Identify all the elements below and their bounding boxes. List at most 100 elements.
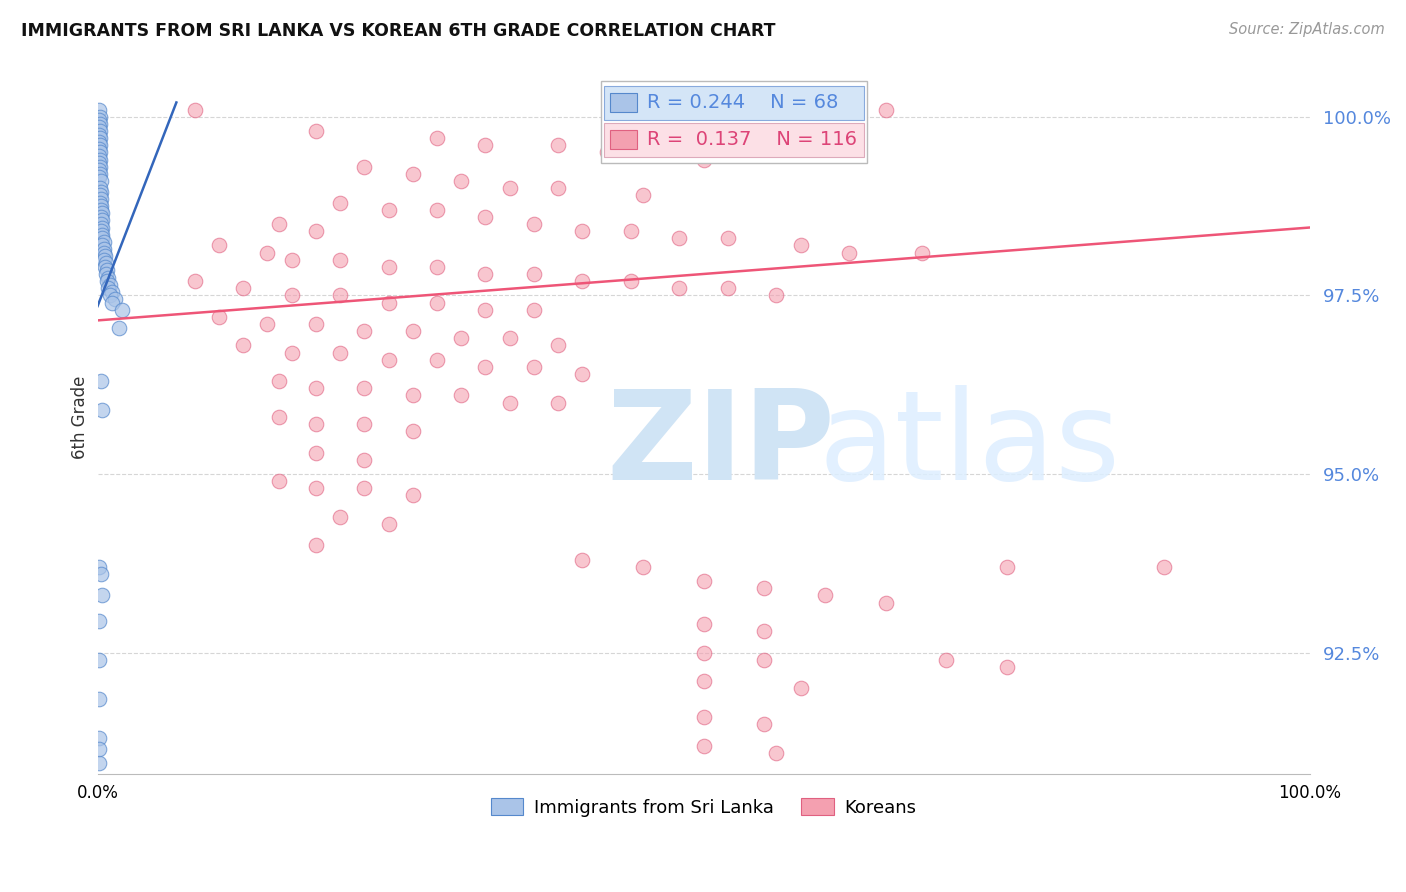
Point [305, 445, 328, 459]
Point [571, 553, 593, 567]
Point [838, 245, 860, 260]
Point [103, 292, 125, 306]
Point [97, 281, 120, 295]
Point [631, 188, 654, 202]
Point [91, 206, 114, 220]
Point [90, 217, 112, 231]
Point [329, 195, 352, 210]
Point [523, 359, 546, 374]
Point [402, 488, 425, 502]
Point [89, 167, 111, 181]
Point [426, 295, 449, 310]
Point [89, 188, 111, 202]
Point [87, 103, 110, 117]
Point [717, 281, 740, 295]
Point [474, 210, 496, 224]
Point [353, 381, 375, 395]
Point [875, 103, 897, 117]
Point [87, 156, 110, 170]
Point [353, 324, 375, 338]
Point [90, 224, 112, 238]
Point [183, 103, 205, 117]
Point [450, 331, 472, 345]
Point [208, 310, 231, 324]
Point [89, 131, 111, 145]
Point [1153, 560, 1175, 574]
Point [305, 417, 328, 431]
Point [256, 245, 278, 260]
Point [353, 160, 375, 174]
Text: R = 0.244    N = 68: R = 0.244 N = 68 [647, 93, 838, 112]
Point [91, 402, 114, 417]
Point [620, 224, 643, 238]
Point [87, 142, 110, 156]
Point [87, 756, 110, 771]
Point [377, 352, 399, 367]
Point [329, 509, 352, 524]
Point [523, 217, 546, 231]
Point [305, 124, 328, 138]
Point [765, 288, 787, 302]
Point [814, 589, 837, 603]
Point [108, 320, 131, 334]
Point [91, 213, 114, 227]
Point [269, 374, 291, 388]
Legend: Immigrants from Sri Lanka, Koreans: Immigrants from Sri Lanka, Koreans [482, 789, 925, 826]
Point [620, 274, 643, 288]
Point [111, 302, 134, 317]
Point [692, 574, 714, 589]
Point [377, 295, 399, 310]
Point [754, 653, 776, 667]
Point [280, 252, 302, 267]
Point [692, 646, 714, 660]
Point [353, 452, 375, 467]
Point [94, 249, 117, 263]
Point [256, 317, 278, 331]
Point [474, 138, 496, 153]
Point [90, 185, 112, 199]
Point [87, 692, 110, 706]
FancyBboxPatch shape [600, 81, 868, 163]
Point [93, 252, 115, 267]
Point [426, 352, 449, 367]
Point [547, 138, 569, 153]
Point [547, 338, 569, 352]
Point [87, 170, 110, 185]
Point [692, 739, 714, 753]
Point [499, 331, 522, 345]
Point [668, 281, 690, 295]
Point [692, 153, 714, 167]
Y-axis label: 6th Grade: 6th Grade [72, 376, 89, 458]
Point [402, 324, 425, 338]
Point [499, 181, 522, 195]
Point [280, 288, 302, 302]
Point [995, 560, 1018, 574]
Point [353, 481, 375, 495]
Point [90, 202, 112, 217]
Point [426, 131, 449, 145]
Point [90, 374, 112, 388]
Point [94, 260, 117, 274]
Point [789, 681, 811, 696]
Point [631, 560, 654, 574]
Point [91, 227, 114, 242]
Point [89, 110, 111, 124]
Point [377, 260, 399, 274]
Point [329, 252, 352, 267]
Point [98, 288, 121, 302]
Point [329, 345, 352, 359]
Point [523, 302, 546, 317]
FancyBboxPatch shape [605, 123, 863, 158]
Point [89, 117, 111, 131]
Point [935, 653, 957, 667]
Point [94, 256, 117, 270]
Point [377, 516, 399, 531]
Point [94, 267, 117, 281]
Point [87, 128, 110, 142]
Point [89, 195, 111, 210]
Point [280, 345, 302, 359]
Point [91, 238, 114, 252]
Point [329, 288, 352, 302]
Text: Source: ZipAtlas.com: Source: ZipAtlas.com [1229, 22, 1385, 37]
Point [523, 267, 546, 281]
